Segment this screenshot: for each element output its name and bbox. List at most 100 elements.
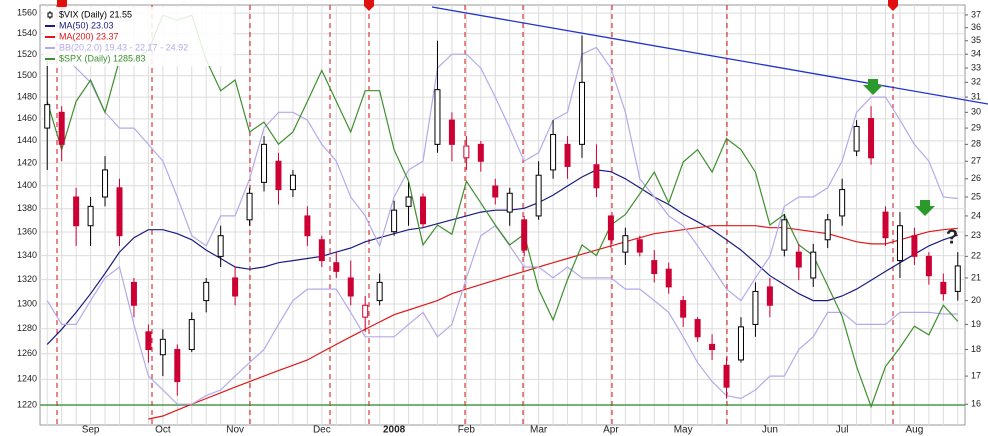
y2-tick-label: 18 (971, 344, 981, 354)
y2-tick-label: 32 (971, 77, 981, 87)
y2-tick-label: 23 (971, 230, 981, 240)
y2-tick-label: 21 (971, 272, 981, 282)
y-tick-label: 1280 (17, 323, 37, 333)
y-tick-label: 1500 (17, 70, 37, 80)
x-tick-label: Feb (458, 425, 476, 436)
y2-tick-label: 20 (971, 295, 981, 305)
legend-label: BB(20,2.0) 19.43 - 22.17 - 24.92 (59, 42, 188, 52)
candle-body (333, 262, 340, 272)
legend-icon (47, 12, 53, 18)
candle-body (723, 364, 730, 388)
y2-tick-label: 31 (971, 91, 981, 101)
y2-tick-label: 25 (971, 191, 981, 201)
candle-body (694, 319, 701, 338)
legend-label: MA(50) 23.03 (59, 20, 114, 30)
y2-tick-label: 36 (971, 22, 981, 32)
x-tick-label: Aug (906, 425, 924, 436)
candle-body (578, 81, 585, 145)
candle-body (506, 192, 513, 213)
candle-body (492, 185, 499, 198)
y2-tick-label: 29 (971, 122, 981, 132)
candle-body (434, 89, 441, 145)
y-tick-label: 1520 (17, 49, 37, 59)
candle-body (347, 277, 354, 297)
y-tick-label: 1380 (17, 203, 37, 213)
y-tick-label: 1300 (17, 298, 37, 308)
candle-body (781, 219, 788, 251)
x-tick-label: Dec (313, 425, 331, 436)
candle-body (810, 251, 817, 279)
candle-body (737, 326, 744, 361)
y2-tick-label: 34 (971, 49, 981, 59)
down-arrow (915, 200, 935, 216)
candle-body (607, 215, 614, 241)
candle-body (102, 169, 109, 198)
legend-label: MA(200) 23.37 (59, 31, 119, 41)
candle-body (853, 125, 860, 152)
candle-body (896, 225, 903, 262)
candle-body (203, 281, 210, 302)
candle-body (463, 145, 470, 159)
candle-body (217, 235, 224, 257)
y-tick-label: 1220 (17, 400, 37, 410)
candle-body (954, 265, 961, 292)
candle-body (824, 219, 831, 241)
candle-body (159, 338, 166, 356)
candle-body (362, 304, 369, 318)
candle-body (188, 319, 195, 351)
candle-body (405, 196, 412, 207)
candle-body (376, 281, 383, 302)
candle-body (550, 134, 557, 171)
x-tick-label: Oct (155, 425, 171, 436)
y2-tick-label: 30 (971, 107, 981, 117)
y-tick-label: 1480 (17, 92, 37, 102)
candle-body (261, 143, 268, 183)
y2-tick-label: 27 (971, 156, 981, 166)
candle-body (318, 239, 325, 262)
annotation: ? (946, 226, 958, 248)
series-line (47, 46, 958, 302)
y-tick-label: 1560 (17, 8, 37, 18)
arrows (863, 79, 935, 216)
series-line (148, 225, 958, 420)
candle-body (665, 268, 672, 288)
candle-body (651, 260, 658, 275)
x-tick-label: Apr (603, 425, 619, 436)
candle-body (448, 119, 455, 145)
candle-body (940, 281, 947, 295)
candle-body (709, 343, 716, 351)
candle-body (116, 187, 123, 237)
marker (888, 0, 898, 11)
series-line (46, 169, 958, 345)
candle-body (87, 205, 94, 227)
legend-label: $VIX (Daily) 21.55 (59, 9, 132, 19)
legend-label: $SPX (Daily) 1285.83 (59, 53, 146, 63)
candle-body (246, 192, 253, 221)
y-tick-label: 1420 (17, 158, 37, 168)
y2-tick-label: 33 (971, 62, 981, 72)
candle-body (477, 143, 484, 162)
y2-tick-label: 16 (971, 399, 981, 409)
y-tick-label: 1240 (17, 374, 37, 384)
y2-tick-label: 35 (971, 35, 981, 45)
candle-body (289, 174, 296, 191)
y2-tick-label: 22 (971, 251, 981, 261)
candle-body (130, 281, 137, 306)
candle-body (174, 349, 181, 383)
candle-body (636, 239, 643, 253)
candle-body (680, 300, 687, 318)
candle-body (622, 235, 629, 253)
down-arrow (863, 79, 883, 95)
y2-tick-label: 24 (971, 210, 981, 220)
candle-body (420, 196, 427, 225)
candle-body (275, 160, 282, 191)
candle-body (44, 104, 51, 129)
y2-tick-label: 28 (971, 139, 981, 149)
y-tick-label: 1440 (17, 135, 37, 145)
y-tick-label: 1460 (17, 113, 37, 123)
candle-body (795, 251, 802, 268)
candle-body (882, 211, 889, 239)
candle-body (925, 255, 932, 277)
